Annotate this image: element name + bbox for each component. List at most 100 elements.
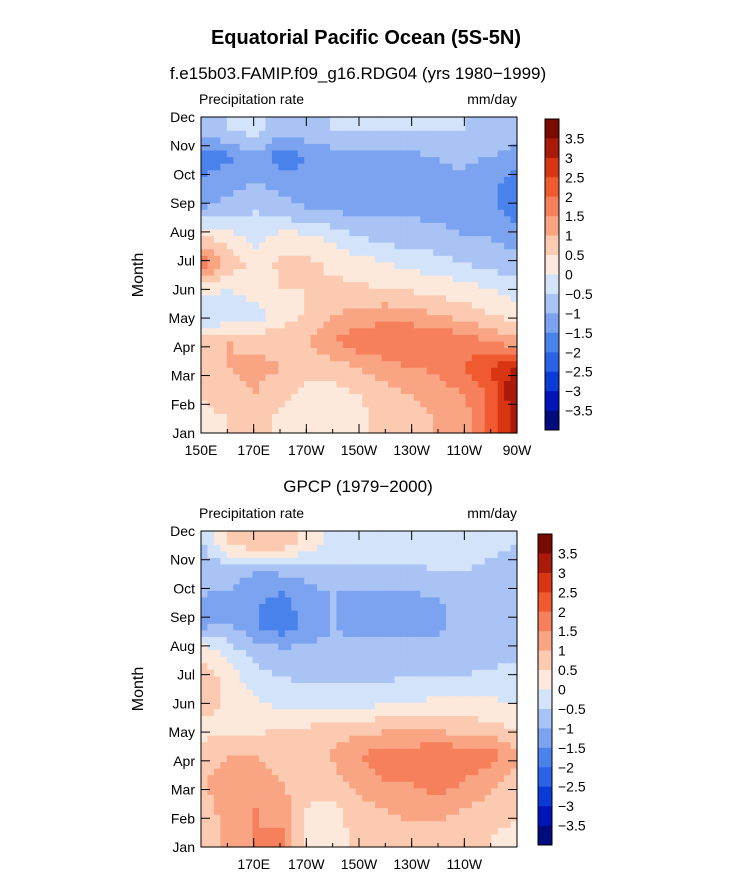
heat-cell <box>239 768 247 776</box>
heat-cell <box>239 413 247 421</box>
heat-cell <box>278 360 286 368</box>
heat-cell <box>329 544 338 552</box>
heat-cell <box>304 413 312 421</box>
heat-cell <box>388 833 396 842</box>
heat-cell <box>291 373 299 381</box>
heat-cell <box>284 228 292 237</box>
heat-cell <box>291 629 299 637</box>
heat-cell <box>291 123 299 131</box>
heat-cell <box>213 787 221 795</box>
heat-cell <box>388 768 396 776</box>
heat-cell <box>304 169 312 177</box>
heat-cell <box>304 649 312 657</box>
heat-cell <box>413 294 421 302</box>
heat-cell <box>271 768 279 776</box>
heat-cell <box>491 827 499 835</box>
heat-cell <box>323 833 331 842</box>
heat-cell <box>271 669 279 677</box>
heat-cell <box>381 596 389 605</box>
heat-cell <box>471 340 479 349</box>
heat-cell <box>355 642 363 651</box>
heat-cell <box>207 800 215 809</box>
heat-cell <box>381 400 389 408</box>
heat-cell <box>491 623 499 631</box>
heat-cell <box>465 367 473 375</box>
heat-cell <box>265 781 273 789</box>
heat-cell <box>349 176 357 184</box>
heat-cell <box>233 228 241 237</box>
heat-cell <box>310 209 318 217</box>
heat-cell <box>213 754 221 763</box>
heat-cell <box>291 590 299 598</box>
heat-cell <box>362 689 370 697</box>
heat-cell <box>329 735 338 743</box>
heat-cell <box>278 728 286 736</box>
heat-cell <box>213 248 221 256</box>
heat-cell <box>271 537 279 545</box>
heat-cell <box>394 721 402 730</box>
heat-cell <box>465 123 473 131</box>
heat-cell <box>478 583 486 591</box>
heat-cell <box>246 590 254 598</box>
heat-cell <box>317 123 325 131</box>
heat-cell <box>310 768 318 776</box>
heat-cell <box>239 728 247 736</box>
heat-cell <box>413 735 421 743</box>
heat-cell <box>368 248 376 256</box>
heat-cell <box>433 222 441 230</box>
heat-cell <box>355 649 363 657</box>
heat-cell <box>284 702 292 710</box>
heat-cell <box>226 255 234 263</box>
heat-cell <box>381 215 389 223</box>
heat-cell <box>504 275 512 283</box>
heat-cell <box>426 596 434 605</box>
heat-cell <box>220 550 228 558</box>
heat-cell <box>284 426 292 434</box>
heat-cell <box>291 288 299 296</box>
heat-cell <box>271 820 279 828</box>
heat-cell <box>433 163 441 171</box>
heat-cell <box>310 189 318 197</box>
heat-cell <box>291 235 299 243</box>
heat-cell <box>510 702 518 710</box>
heat-cell <box>484 544 492 552</box>
heat-cell <box>458 570 467 578</box>
heat-cell <box>310 702 318 710</box>
heat-cell <box>201 583 209 591</box>
heat-cell <box>317 748 325 756</box>
heat-cell <box>491 215 499 223</box>
heat-cell <box>510 774 518 782</box>
heat-cell <box>439 537 447 545</box>
heat-cell <box>368 136 376 144</box>
heat-cell <box>252 728 260 736</box>
heat-cell <box>220 327 228 335</box>
heat-cell <box>491 787 499 795</box>
heat-cell <box>426 728 434 736</box>
heat-cell <box>226 413 234 421</box>
heat-cell <box>317 367 325 375</box>
heat-cell <box>471 156 479 164</box>
heat-cell <box>465 228 473 237</box>
heat-cell <box>504 774 512 782</box>
heat-cell <box>239 675 247 684</box>
heat-cell <box>420 222 428 230</box>
heat-cell <box>413 807 421 815</box>
heat-cell <box>342 222 350 230</box>
heat-cell <box>297 833 305 842</box>
heat-cell <box>310 728 318 736</box>
heat-cell <box>304 143 312 151</box>
heat-cell <box>484 570 492 578</box>
heat-cell <box>407 563 415 572</box>
heat-cell <box>265 656 273 664</box>
heat-cell <box>259 669 267 677</box>
heat-cell <box>452 563 460 572</box>
heat-cell <box>220 169 228 177</box>
heat-cell <box>491 143 499 151</box>
heat-cell <box>310 202 318 210</box>
heat-cell <box>220 130 228 138</box>
heat-cell <box>433 728 441 736</box>
heat-cell <box>426 695 434 703</box>
heat-cell <box>394 623 402 631</box>
heat-cell <box>271 781 279 789</box>
heat-cell <box>362 307 370 316</box>
